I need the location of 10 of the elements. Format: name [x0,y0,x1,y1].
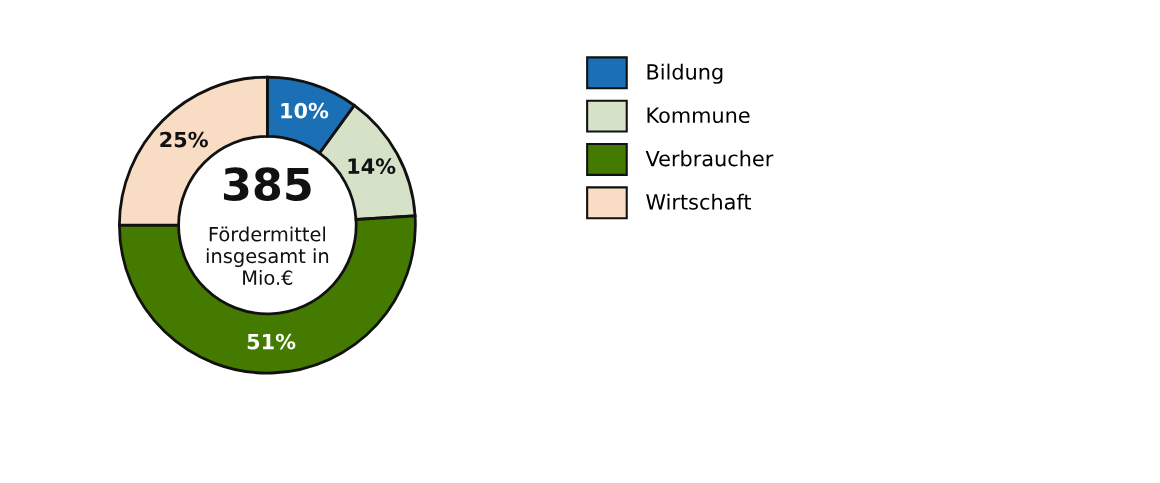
data-label: 14% [348,158,396,175]
legend-label: Verbraucher [645,150,774,167]
legend-label: Wirtschaft [646,193,752,210]
legend-label: Kommune [647,107,750,124]
text: 385 [223,167,311,201]
text: Fördermittel insgesamt in Mio.€ [206,226,329,286]
data-label: 51% [247,333,296,350]
legend-label: Bildung [647,63,723,84]
data-label: 25% [160,131,208,148]
data-label: 10% [281,102,329,119]
